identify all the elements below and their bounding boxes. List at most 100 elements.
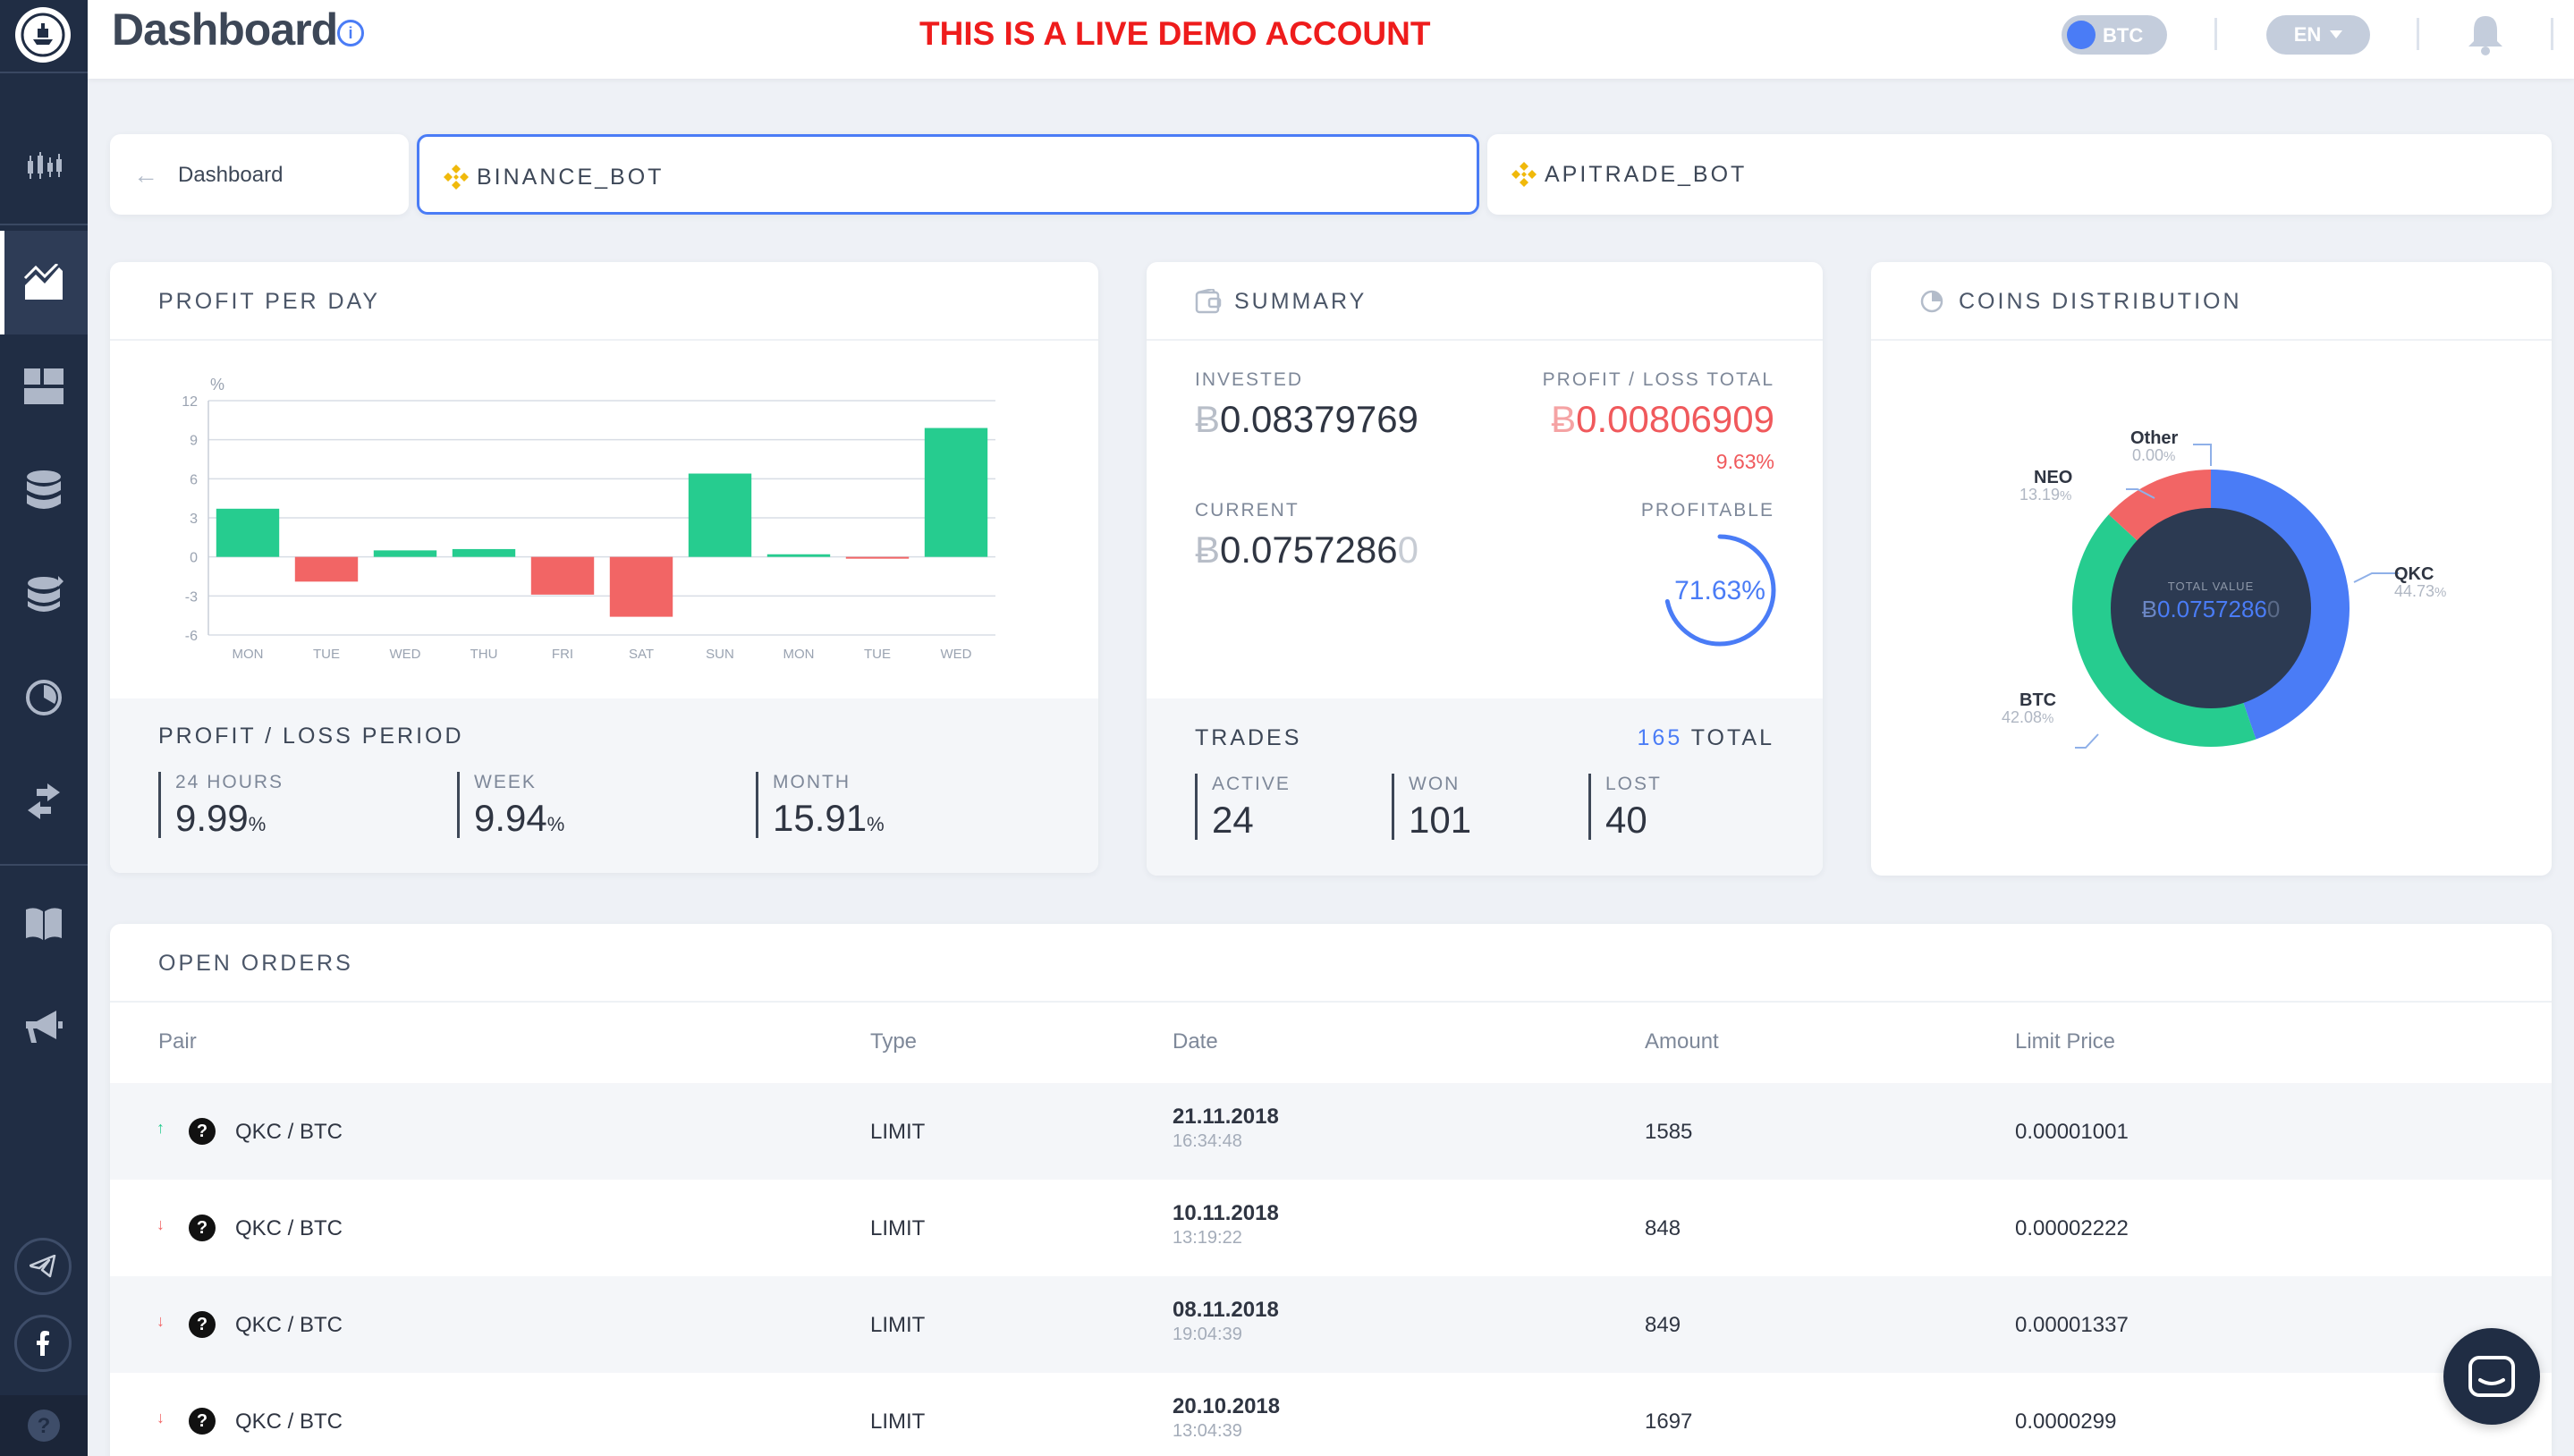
current-value: Ƀ0.07572860 [1195, 529, 1418, 571]
profit-loss-value: Ƀ0.00806909 [1551, 398, 1774, 441]
order-time: 16:34:48 [1173, 1131, 1242, 1151]
facebook-link[interactable] [14, 1315, 72, 1372]
slice-percent-value: 44.73 [2394, 582, 2435, 600]
card-title: COINS DISTRIBUTION [1959, 289, 2242, 314]
sidebar-item-guide[interactable] [0, 871, 88, 975]
tab-apitrade-bot[interactable]: APITRADE_BOT [1487, 134, 2552, 215]
invested-value: Ƀ0.08379769 [1195, 398, 1418, 441]
table-row[interactable]: ↓ ? QKC / BTC LIMIT 10.11.2018 13:19:22 … [110, 1180, 2552, 1276]
profit-loss-label: PROFIT / LOSS TOTAL [1542, 369, 1774, 390]
help-button[interactable]: ? [0, 1395, 88, 1456]
order-pair: QKC / BTC [235, 1409, 343, 1434]
trades-won: WON 101 [1392, 774, 1471, 841]
donut-faded-digit: 0 [2267, 596, 2280, 622]
back-to-dashboard[interactable]: ← Dashboard [110, 134, 409, 215]
facebook-icon [37, 1331, 49, 1356]
table-row[interactable]: ↓ ? QKC / BTC LIMIT 20.10.2018 13:04:39 … [110, 1373, 2552, 1456]
notifications-button[interactable] [2467, 14, 2504, 60]
sidebar-divider [0, 72, 88, 73]
chat-button[interactable] [2443, 1328, 2540, 1425]
question-icon: ? [28, 1409, 60, 1442]
app-logo[interactable] [15, 7, 71, 63]
order-time: 19:04:39 [1173, 1325, 1242, 1344]
topbar-divider [2417, 18, 2419, 50]
currency-toggle[interactable]: BTC [2062, 15, 2167, 55]
column-header-amount[interactable]: Amount [1645, 1029, 1719, 1054]
sidebar-item-dashboard[interactable] [0, 231, 88, 334]
sidebar-item-widgets[interactable] [0, 334, 88, 438]
column-header-date[interactable]: Date [1173, 1029, 1218, 1054]
layout-icon [24, 368, 64, 404]
pie-chart-icon [1920, 290, 1943, 313]
btc-symbol: Ƀ [1195, 529, 1221, 571]
slice-label-other: Other [2130, 428, 2179, 448]
slice-percent-unit: % [2060, 488, 2072, 504]
slice-percent-unit: % [2434, 585, 2447, 600]
btc-symbol: Ƀ [1195, 398, 1221, 440]
order-type: LIMIT [870, 1216, 926, 1240]
info-icon-glyph: i [348, 23, 353, 42]
candlestick-icon [28, 152, 62, 179]
database-icon [27, 470, 61, 509]
x-tick-label: THU [470, 647, 498, 662]
language-select[interactable]: EN [2266, 15, 2370, 55]
table-row[interactable]: ↑ ? QKC / BTC LIMIT 21.11.2018 16:34:48 … [110, 1083, 2552, 1180]
trades-active: ACTIVE 24 [1195, 774, 1291, 841]
currency-toggle-label: BTC [2103, 24, 2144, 47]
stat-unit: % [546, 813, 565, 835]
stat-label: 24 HOURS [175, 772, 284, 792]
column-header-type[interactable]: Type [870, 1029, 918, 1054]
profit-loss-percent: 9.63% [1715, 450, 1774, 473]
donut-center [2111, 508, 2311, 708]
card-title: SUMMARY [1234, 289, 1367, 314]
slice-percent-value: 0.00 [2132, 446, 2164, 464]
period-title: PROFIT / LOSS PERIOD [158, 724, 464, 749]
order-amount: 849 [1645, 1313, 1681, 1337]
y-tick-label: 3 [190, 512, 198, 527]
donut-center-number: 0.0757286 [2157, 596, 2267, 622]
arrow-down-icon: ↓ [157, 1215, 165, 1233]
table-row[interactable]: ↓ ? QKC / BTC LIMIT 08.11.2018 19:04:39 … [110, 1276, 2552, 1373]
column-header-pair[interactable]: Pair [158, 1029, 197, 1054]
stat-value: 9.94% [474, 797, 564, 840]
stat-unit: % [867, 813, 885, 835]
leader-lines [2075, 444, 2399, 749]
slice-percent-value: 13.19 [2019, 486, 2061, 504]
current-faded-digit: 0 [1397, 529, 1418, 571]
column-header-limit-price[interactable]: Limit Price [2015, 1029, 2116, 1054]
coins-donut-chart: TOTAL VALUE Ƀ0.07572860 [2072, 444, 2399, 749]
bar [373, 550, 437, 557]
bar [452, 548, 516, 557]
stat-number: 9.99 [175, 797, 249, 839]
area-chart-icon [23, 264, 63, 300]
book-icon [26, 908, 62, 940]
x-tick-label: SUN [706, 647, 734, 662]
info-icon[interactable]: i [337, 20, 364, 47]
telegram-icon [30, 1255, 56, 1278]
x-tick-label: WED [390, 647, 421, 662]
wallet-icon [1195, 289, 1222, 314]
pie-clock-icon [26, 680, 62, 715]
y-tick-label: 0 [190, 551, 198, 566]
x-tick-label: SAT [629, 647, 654, 662]
coin-unknown-icon: ? [189, 1215, 216, 1241]
order-amount: 848 [1645, 1216, 1681, 1240]
sidebar-item-trading[interactable] [0, 114, 88, 218]
svg-text:?: ? [38, 1414, 51, 1438]
sidebar-item-database[interactable] [0, 438, 88, 542]
summary-card: SUMMARY INVESTED Ƀ0.08379769 PROFIT / LO… [1147, 262, 1823, 876]
ship-logo-icon [21, 13, 65, 57]
stat-month: MONTH 15.91% [756, 772, 885, 839]
binance-icon [444, 165, 469, 190]
sidebar-item-history[interactable] [0, 646, 88, 749]
sidebar-item-transfers[interactable] [0, 749, 88, 853]
sidebar-item-exchange-coins[interactable] [0, 542, 88, 646]
btc-symbol: Ƀ [2142, 596, 2157, 622]
stat-label: WEEK [474, 772, 537, 792]
bar [845, 556, 910, 559]
slice-percent-unit: % [2042, 711, 2054, 726]
sidebar-divider [0, 864, 88, 866]
sidebar-item-announcements[interactable] [0, 975, 88, 1079]
telegram-link[interactable] [14, 1238, 72, 1295]
tab-binance-bot[interactable]: BINANCE_BOT [417, 134, 1479, 215]
